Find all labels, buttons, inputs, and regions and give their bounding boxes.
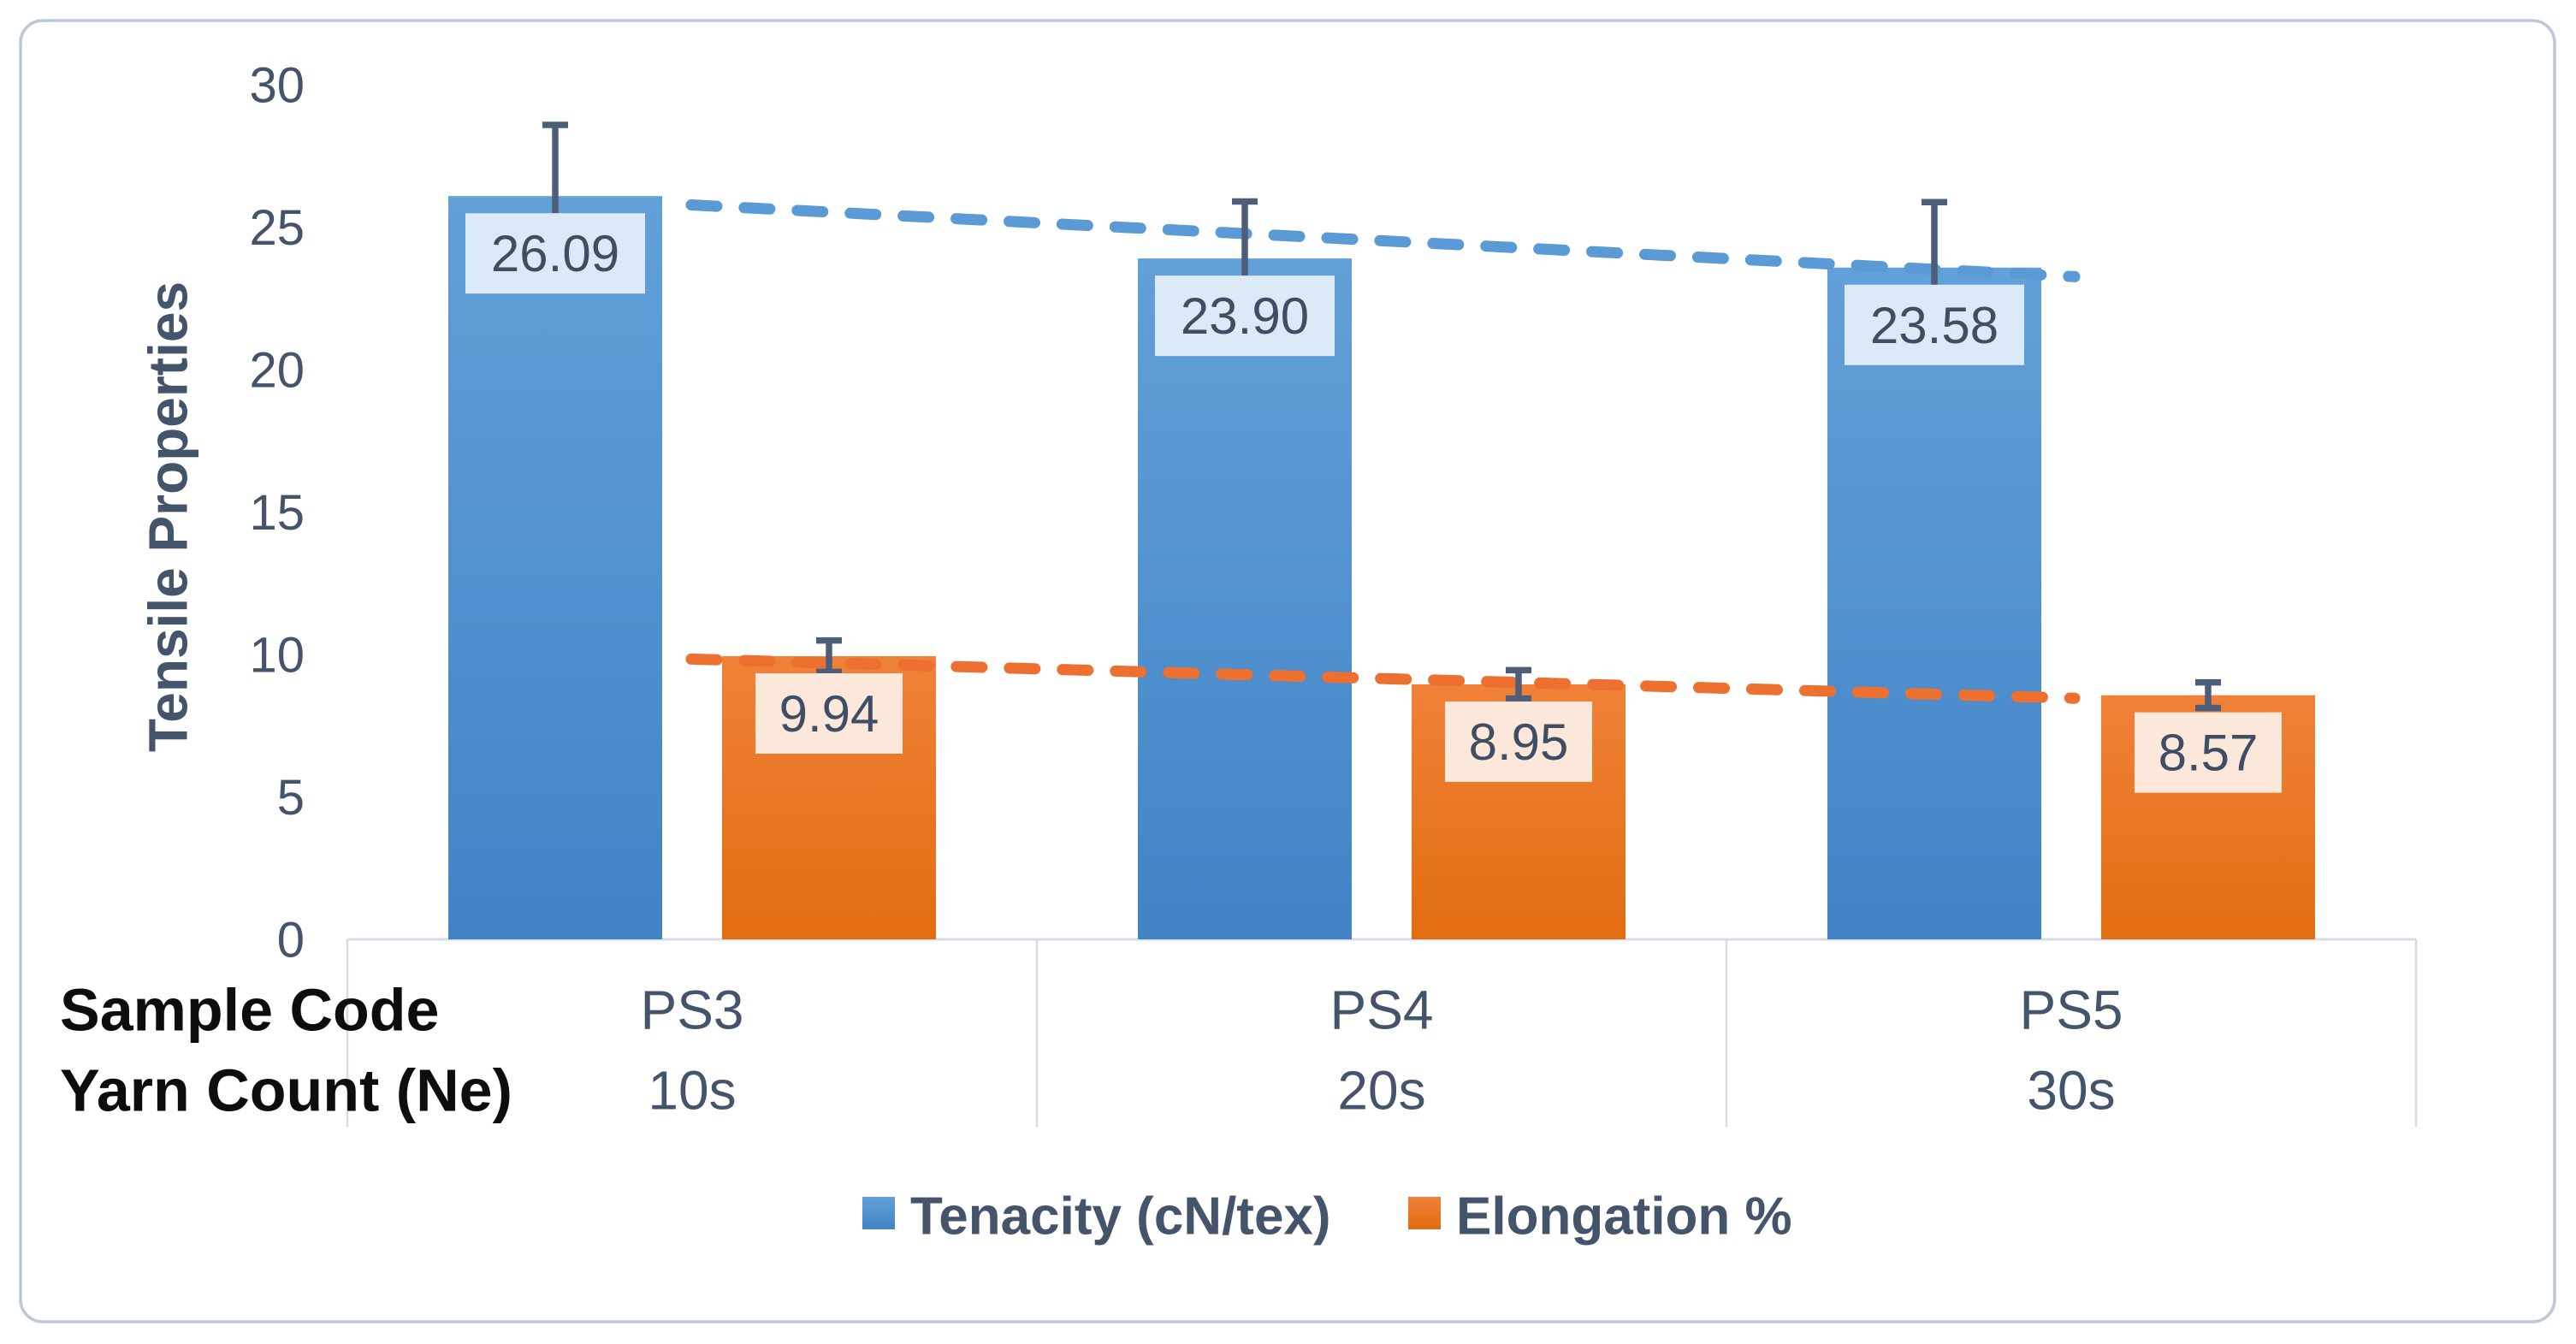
y-tick-label: 0 — [277, 912, 305, 968]
y-axis-title: Tensile Properties — [137, 281, 198, 752]
category-axis-table-lines — [346, 938, 2418, 1127]
error-bar-elongation-ps4 — [1506, 666, 1531, 702]
legend-marker-tenacity-icon — [862, 1197, 895, 1229]
y-tick-label: 15 — [249, 485, 305, 541]
error-bar-elongation-ps3 — [816, 636, 842, 676]
trendline-elongation — [685, 653, 2081, 704]
yarn-count-label: 10s — [648, 1059, 736, 1121]
data-labels: 26.09 23.90 23.58 9.94 8.95 8.57 — [465, 213, 2282, 793]
legend-label-tenacity: Tenacity (cN/tex) — [910, 1187, 1331, 1246]
y-tick-label: 30 — [249, 57, 305, 113]
category-axis-labels: PS3 PS4 PS5 10s 20s 30s — [641, 979, 2123, 1121]
data-label-box — [1155, 275, 1335, 357]
category-label: PS4 — [1330, 979, 1434, 1040]
data-label-value: 8.95 — [1469, 713, 1569, 771]
legend-marker-elongation-icon — [1408, 1197, 1441, 1229]
axis-row-header-yarn-count: Yarn Count (Ne) — [60, 1057, 512, 1124]
data-label-value: 23.58 — [1870, 297, 1999, 354]
data-label-box — [465, 213, 645, 294]
y-tick-label: 20 — [249, 342, 305, 398]
data-label-value: 26.09 — [491, 225, 619, 282]
y-tick-label: 25 — [249, 200, 305, 256]
error-bar-elongation-ps5 — [2195, 678, 2221, 712]
data-label-value: 9.94 — [779, 685, 879, 743]
legend: Tenacity (cN/tex) Elongation % — [862, 1187, 1792, 1246]
data-label-value: 8.57 — [2159, 725, 2259, 782]
bar-tenacity-ps3 — [448, 196, 662, 939]
bar-series — [448, 196, 2315, 939]
y-tick-label: 10 — [249, 627, 305, 683]
bar-tenacity-ps4 — [1138, 258, 1352, 939]
yarn-count-label: 30s — [2027, 1059, 2115, 1121]
data-label-box — [1445, 701, 1592, 782]
legend-label-elongation: Elongation % — [1456, 1187, 1792, 1246]
y-tick-label: 5 — [277, 770, 305, 826]
trendline-tenacity — [685, 199, 2081, 282]
y-axis-tick-labels: 30 25 20 15 10 5 0 — [249, 57, 305, 968]
category-label: PS3 — [641, 979, 744, 1040]
data-label-box — [2135, 712, 2282, 793]
data-label-value: 23.90 — [1181, 287, 1309, 345]
data-label-box — [755, 672, 903, 754]
trendlines — [685, 199, 2081, 704]
axis-row-header-sample-code: Sample Code — [60, 977, 439, 1044]
yarn-count-label: 20s — [1337, 1059, 1425, 1121]
bar-tenacity-ps5 — [1827, 267, 2041, 939]
data-label-box — [1845, 284, 2024, 365]
category-label: PS5 — [2020, 979, 2123, 1040]
